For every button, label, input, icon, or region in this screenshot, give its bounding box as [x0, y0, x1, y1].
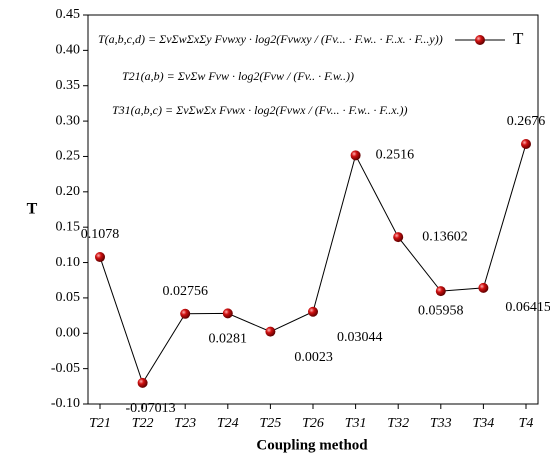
data-label: -0.07013 [126, 401, 176, 416]
x-tick-label: T26 [302, 416, 324, 431]
marker [308, 306, 318, 317]
legend-label: T [513, 29, 524, 48]
y-tick-label: -0.05 [51, 361, 80, 376]
y-tick-label: 0.05 [56, 290, 81, 305]
x-tick-label: T31 [345, 416, 367, 431]
data-label: 0.0281 [209, 332, 248, 347]
data-label: 0.06415 [505, 300, 550, 315]
x-tick-label: T4 [519, 416, 534, 431]
marker [180, 308, 191, 319]
y-tick-label: 0.15 [56, 219, 81, 234]
marker [521, 139, 531, 150]
x-tick-label: T21 [89, 416, 111, 431]
formula: T31(a,b,c) = ΣvΣwΣx Fvwx · log2(Fvwx / (… [112, 103, 408, 117]
x-tick-label: T34 [473, 416, 495, 431]
data-label: 0.0023 [294, 350, 333, 365]
x-tick-label: T32 [387, 416, 409, 431]
x-axis-label: Coupling method [256, 437, 368, 453]
y-tick-label: 0.10 [56, 255, 81, 270]
x-tick-label: T23 [174, 416, 196, 431]
y-tick-label: -0.10 [51, 396, 80, 411]
x-tick-label: T24 [217, 416, 239, 431]
y-tick-label: 0.35 [56, 78, 81, 93]
x-tick-label: T25 [260, 416, 282, 431]
y-tick-label: 0.00 [56, 325, 81, 340]
formula: T(a,b,c,d) = ΣvΣwΣxΣy Fvwxy · log2(Fvwxy… [98, 32, 443, 46]
marker [435, 286, 446, 297]
line [99, 143, 527, 385]
x-tick-label: T33 [430, 416, 452, 431]
x-tick-label: T22 [132, 416, 154, 431]
legend-marker [475, 35, 485, 45]
y-tick-label: 0.20 [56, 184, 81, 199]
data-label: 0.02756 [162, 284, 208, 299]
marker [137, 377, 148, 388]
marker [478, 282, 489, 293]
marker [393, 232, 404, 243]
y-axis-label: T [27, 201, 38, 218]
formula: T21(a,b) = ΣvΣw Fvw · log2(Fvw / (Fv.. ·… [122, 69, 354, 83]
marker [95, 252, 105, 263]
data-label: 0.1078 [81, 227, 120, 242]
marker [265, 326, 276, 337]
marker [350, 150, 361, 161]
y-tick-label: 0.45 [56, 7, 81, 22]
data-label: 0.03044 [337, 330, 383, 345]
y-tick-label: 0.40 [56, 43, 81, 58]
y-tick-label: 0.30 [56, 113, 81, 128]
marker [222, 308, 233, 319]
data-label: 0.2516 [376, 148, 415, 163]
data-label: 0.05958 [418, 303, 464, 318]
y-tick-label: 0.25 [56, 149, 81, 164]
data-label: 0.2676 [507, 114, 546, 129]
data-label: 0.13602 [422, 229, 468, 244]
